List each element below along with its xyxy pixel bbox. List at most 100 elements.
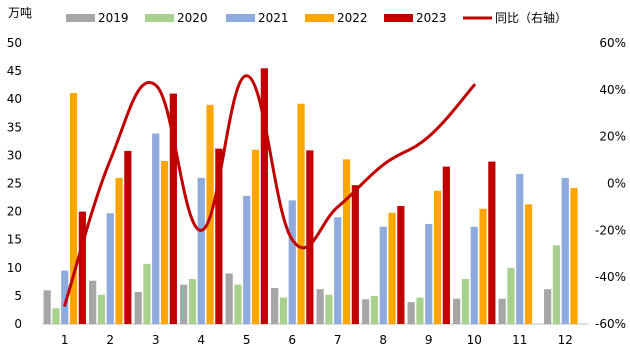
left-y-axis: 0 5 10 15 20 25 30 35 40 45 50 <box>7 36 22 331</box>
y-tick-label: 30 <box>7 148 22 162</box>
y-tick-label: 5 <box>14 289 22 303</box>
bar <box>106 213 114 324</box>
y-tick-label: 15 <box>7 233 22 247</box>
bar <box>334 217 342 324</box>
bar <box>215 148 223 324</box>
legend-label: 2021 <box>258 11 289 25</box>
x-tick-label: 3 <box>152 333 160 347</box>
bar <box>470 226 478 324</box>
y-axis-unit-label: 万吨 <box>8 6 32 20</box>
bar <box>251 149 260 324</box>
y2-tick-label: -60% <box>595 317 626 331</box>
x-tick-label: 7 <box>334 333 342 347</box>
legend-swatch-2022 <box>305 14 334 22</box>
bar <box>516 173 524 324</box>
bar <box>78 211 86 324</box>
bar <box>370 295 379 324</box>
x-tick-label: 9 <box>425 333 433 347</box>
bar <box>297 103 305 324</box>
bar <box>97 294 106 324</box>
x-tick-label: 11 <box>512 333 527 347</box>
bar <box>61 270 69 324</box>
bar <box>188 279 197 324</box>
bar <box>498 298 506 324</box>
bar <box>388 212 396 324</box>
bar <box>488 161 496 324</box>
y2-tick-label: 40% <box>599 83 626 97</box>
bar <box>271 288 279 324</box>
bar <box>416 297 424 324</box>
bar <box>180 284 188 324</box>
legend-swatch-2020 <box>145 14 174 22</box>
legend-label: 2022 <box>337 11 368 25</box>
right-y-axis: -60% -40% -20% 0% 20% 40% 60% <box>595 36 626 331</box>
bar <box>433 190 442 324</box>
bar <box>544 289 552 324</box>
bar <box>524 204 533 324</box>
bar <box>124 150 132 324</box>
bar <box>143 263 151 324</box>
bar <box>570 187 578 324</box>
bar <box>169 93 177 324</box>
bar <box>160 161 169 324</box>
x-tick-label: 8 <box>379 333 387 347</box>
bar <box>461 279 470 324</box>
y-tick-label: 20 <box>7 205 22 219</box>
legend-label: 2019 <box>98 11 129 25</box>
bar <box>234 284 242 324</box>
x-axis: 1 2 3 4 5 6 7 8 9 10 11 12 <box>42 323 588 347</box>
bar <box>306 150 314 324</box>
y-tick-label: 10 <box>7 261 22 275</box>
y-tick-label: 40 <box>7 92 22 106</box>
x-tick-label: 1 <box>61 333 69 347</box>
y-tick-label: 35 <box>7 120 22 134</box>
bar <box>325 294 333 324</box>
x-tick-label: 5 <box>243 333 251 347</box>
bar <box>407 302 415 324</box>
x-tick-label: 10 <box>467 333 482 347</box>
y-tick-label: 25 <box>7 177 22 191</box>
legend-label: 2023 <box>416 11 447 25</box>
y2-tick-label: 0% <box>607 177 626 191</box>
y2-tick-label: 20% <box>599 130 626 144</box>
bar <box>379 226 387 324</box>
bar <box>561 177 569 324</box>
legend-label: 2020 <box>177 11 208 25</box>
bar <box>279 297 288 324</box>
y-tick-label: 0 <box>14 317 22 331</box>
y-tick-label: 50 <box>7 36 22 50</box>
bar <box>351 185 359 324</box>
bar <box>152 133 160 324</box>
bar <box>69 93 78 324</box>
bar <box>288 200 296 324</box>
legend-label: 同比（右轴） <box>495 10 567 25</box>
y2-tick-label: 60% <box>599 36 626 50</box>
legend-swatch-2021 <box>226 14 255 22</box>
x-tick-label: 4 <box>197 333 205 347</box>
bar <box>197 177 205 324</box>
y-tick-label: 45 <box>7 64 22 78</box>
x-tick-label: 12 <box>558 333 573 347</box>
bar <box>260 68 268 324</box>
bar <box>52 308 60 324</box>
bar <box>507 267 515 324</box>
bar <box>225 273 233 324</box>
y2-tick-label: -40% <box>595 270 626 284</box>
bar <box>479 208 487 324</box>
legend-swatch-2019 <box>66 14 95 22</box>
bar <box>362 299 370 324</box>
x-tick-label: 6 <box>288 333 296 347</box>
bar <box>342 159 351 324</box>
bars <box>43 68 578 324</box>
bar <box>89 280 97 324</box>
bar <box>552 245 561 324</box>
x-tick-label: 2 <box>106 333 114 347</box>
bar <box>397 205 405 324</box>
legend: 2019 2020 2021 2022 2023 同比（右轴） <box>66 10 567 25</box>
bar <box>134 291 142 324</box>
y2-tick-label: -20% <box>595 223 626 237</box>
bar <box>425 223 433 324</box>
bar <box>453 298 461 324</box>
bar <box>43 290 51 324</box>
